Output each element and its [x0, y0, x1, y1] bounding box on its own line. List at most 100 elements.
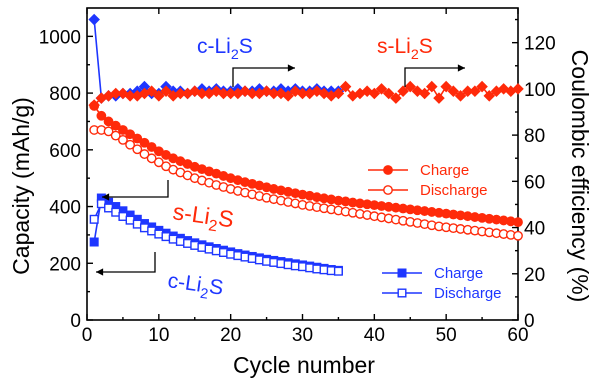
data-point	[96, 110, 107, 121]
data-point	[513, 217, 523, 228]
data-point	[160, 85, 172, 97]
series-3	[89, 199, 343, 276]
data-point	[139, 223, 149, 233]
x-tick-label: 40	[364, 325, 385, 346]
data-point	[147, 226, 157, 236]
data-point	[132, 144, 143, 155]
arrow-s-mid	[102, 180, 169, 201]
annotation-c_top: c-Li2S	[197, 35, 253, 63]
y-right-tick-label: 100	[524, 80, 556, 101]
legends: Charge Discharge Charge Discharge	[368, 162, 502, 302]
data-point	[145, 85, 158, 97]
data-point	[103, 116, 114, 127]
data-point	[332, 87, 345, 100]
data-point	[282, 90, 294, 102]
data-point	[311, 85, 323, 97]
data-point	[233, 251, 243, 261]
data-point	[290, 261, 300, 271]
data-point	[89, 214, 99, 224]
data-point	[111, 207, 121, 217]
data-point	[283, 260, 293, 270]
data-point	[183, 238, 193, 248]
data-point	[117, 87, 129, 100]
data-point	[247, 253, 257, 263]
data-point	[483, 90, 496, 102]
annotations: c-Li2S s-Li2S s-Li2S c-Li2S	[96, 35, 465, 304]
arrow-c-low	[96, 252, 156, 276]
data-point	[404, 80, 417, 93]
data-point	[312, 264, 322, 274]
data-point	[168, 234, 178, 244]
legend-s-li2s: Charge Discharge	[368, 162, 488, 199]
data-point	[146, 142, 157, 152]
y-left-tick-label: 1000	[39, 27, 81, 48]
data-point	[139, 149, 150, 159]
legend-label: Charge	[434, 265, 483, 282]
data-point	[89, 237, 99, 247]
legend-marker	[383, 185, 393, 195]
x-tick-label: 30	[292, 325, 313, 346]
data-point	[161, 232, 171, 242]
legend-c-li2s: Charge Discharge	[382, 265, 502, 302]
data-point	[375, 83, 388, 95]
data-point	[469, 85, 481, 97]
data-point	[153, 90, 165, 102]
annotation-s_mid: s-Li2S	[171, 198, 236, 237]
data-point	[305, 263, 315, 273]
data-point	[240, 252, 250, 262]
data-point	[175, 236, 185, 246]
y-right-tick-label: 80	[524, 126, 545, 147]
data-point	[118, 211, 128, 221]
data-point	[132, 133, 143, 144]
annotation-subscript: 2	[199, 286, 209, 303]
arrow-line	[96, 252, 156, 273]
arrow-line	[232, 67, 295, 87]
data-point	[368, 87, 381, 100]
data-point	[326, 266, 336, 276]
annotation-text: s-Li	[377, 35, 411, 58]
data-point	[218, 247, 228, 257]
y-right-tick-label: 40	[524, 219, 545, 240]
annotation-s_top: s-Li2S	[377, 35, 433, 63]
legend-label: Discharge	[434, 285, 502, 302]
data-point	[411, 85, 424, 97]
data-point	[433, 92, 445, 104]
x-tick-label: 0	[82, 325, 93, 346]
data-point	[382, 87, 395, 100]
annotation-text: s-Li	[171, 198, 211, 229]
series-5	[88, 80, 524, 111]
y-left-tick-label: 200	[49, 254, 81, 275]
data-point	[333, 266, 343, 276]
data-point	[397, 85, 409, 97]
data-point	[146, 153, 157, 164]
data-point	[139, 137, 150, 148]
data-point	[298, 262, 308, 272]
legend-label: Charge	[420, 162, 469, 179]
data-point	[110, 130, 121, 141]
data-point	[318, 87, 330, 100]
data-point	[497, 83, 510, 95]
data-point	[447, 85, 460, 97]
data-point	[103, 126, 114, 137]
data-point	[197, 242, 207, 252]
annotation-text: c-Li	[197, 35, 231, 58]
y-right-tick-label: 120	[524, 34, 556, 55]
data-point	[110, 120, 121, 131]
series	[88, 13, 524, 276]
data-point	[513, 230, 523, 241]
data-point	[125, 129, 136, 140]
arrow-c-top	[232, 64, 295, 87]
data-point	[96, 199, 106, 209]
data-point	[254, 255, 264, 265]
y-left-tick-label: 600	[49, 141, 81, 162]
data-point	[440, 80, 452, 93]
y-axis-right-title: Coulombic efficiency (%)	[567, 50, 590, 303]
data-point	[104, 203, 114, 213]
y-left-tick-label: 0	[70, 311, 81, 332]
arrow-line	[404, 67, 465, 87]
annotation-c_low: c-Li2S	[166, 269, 225, 304]
data-point	[339, 80, 352, 93]
data-point	[319, 265, 329, 275]
data-point	[204, 244, 214, 254]
